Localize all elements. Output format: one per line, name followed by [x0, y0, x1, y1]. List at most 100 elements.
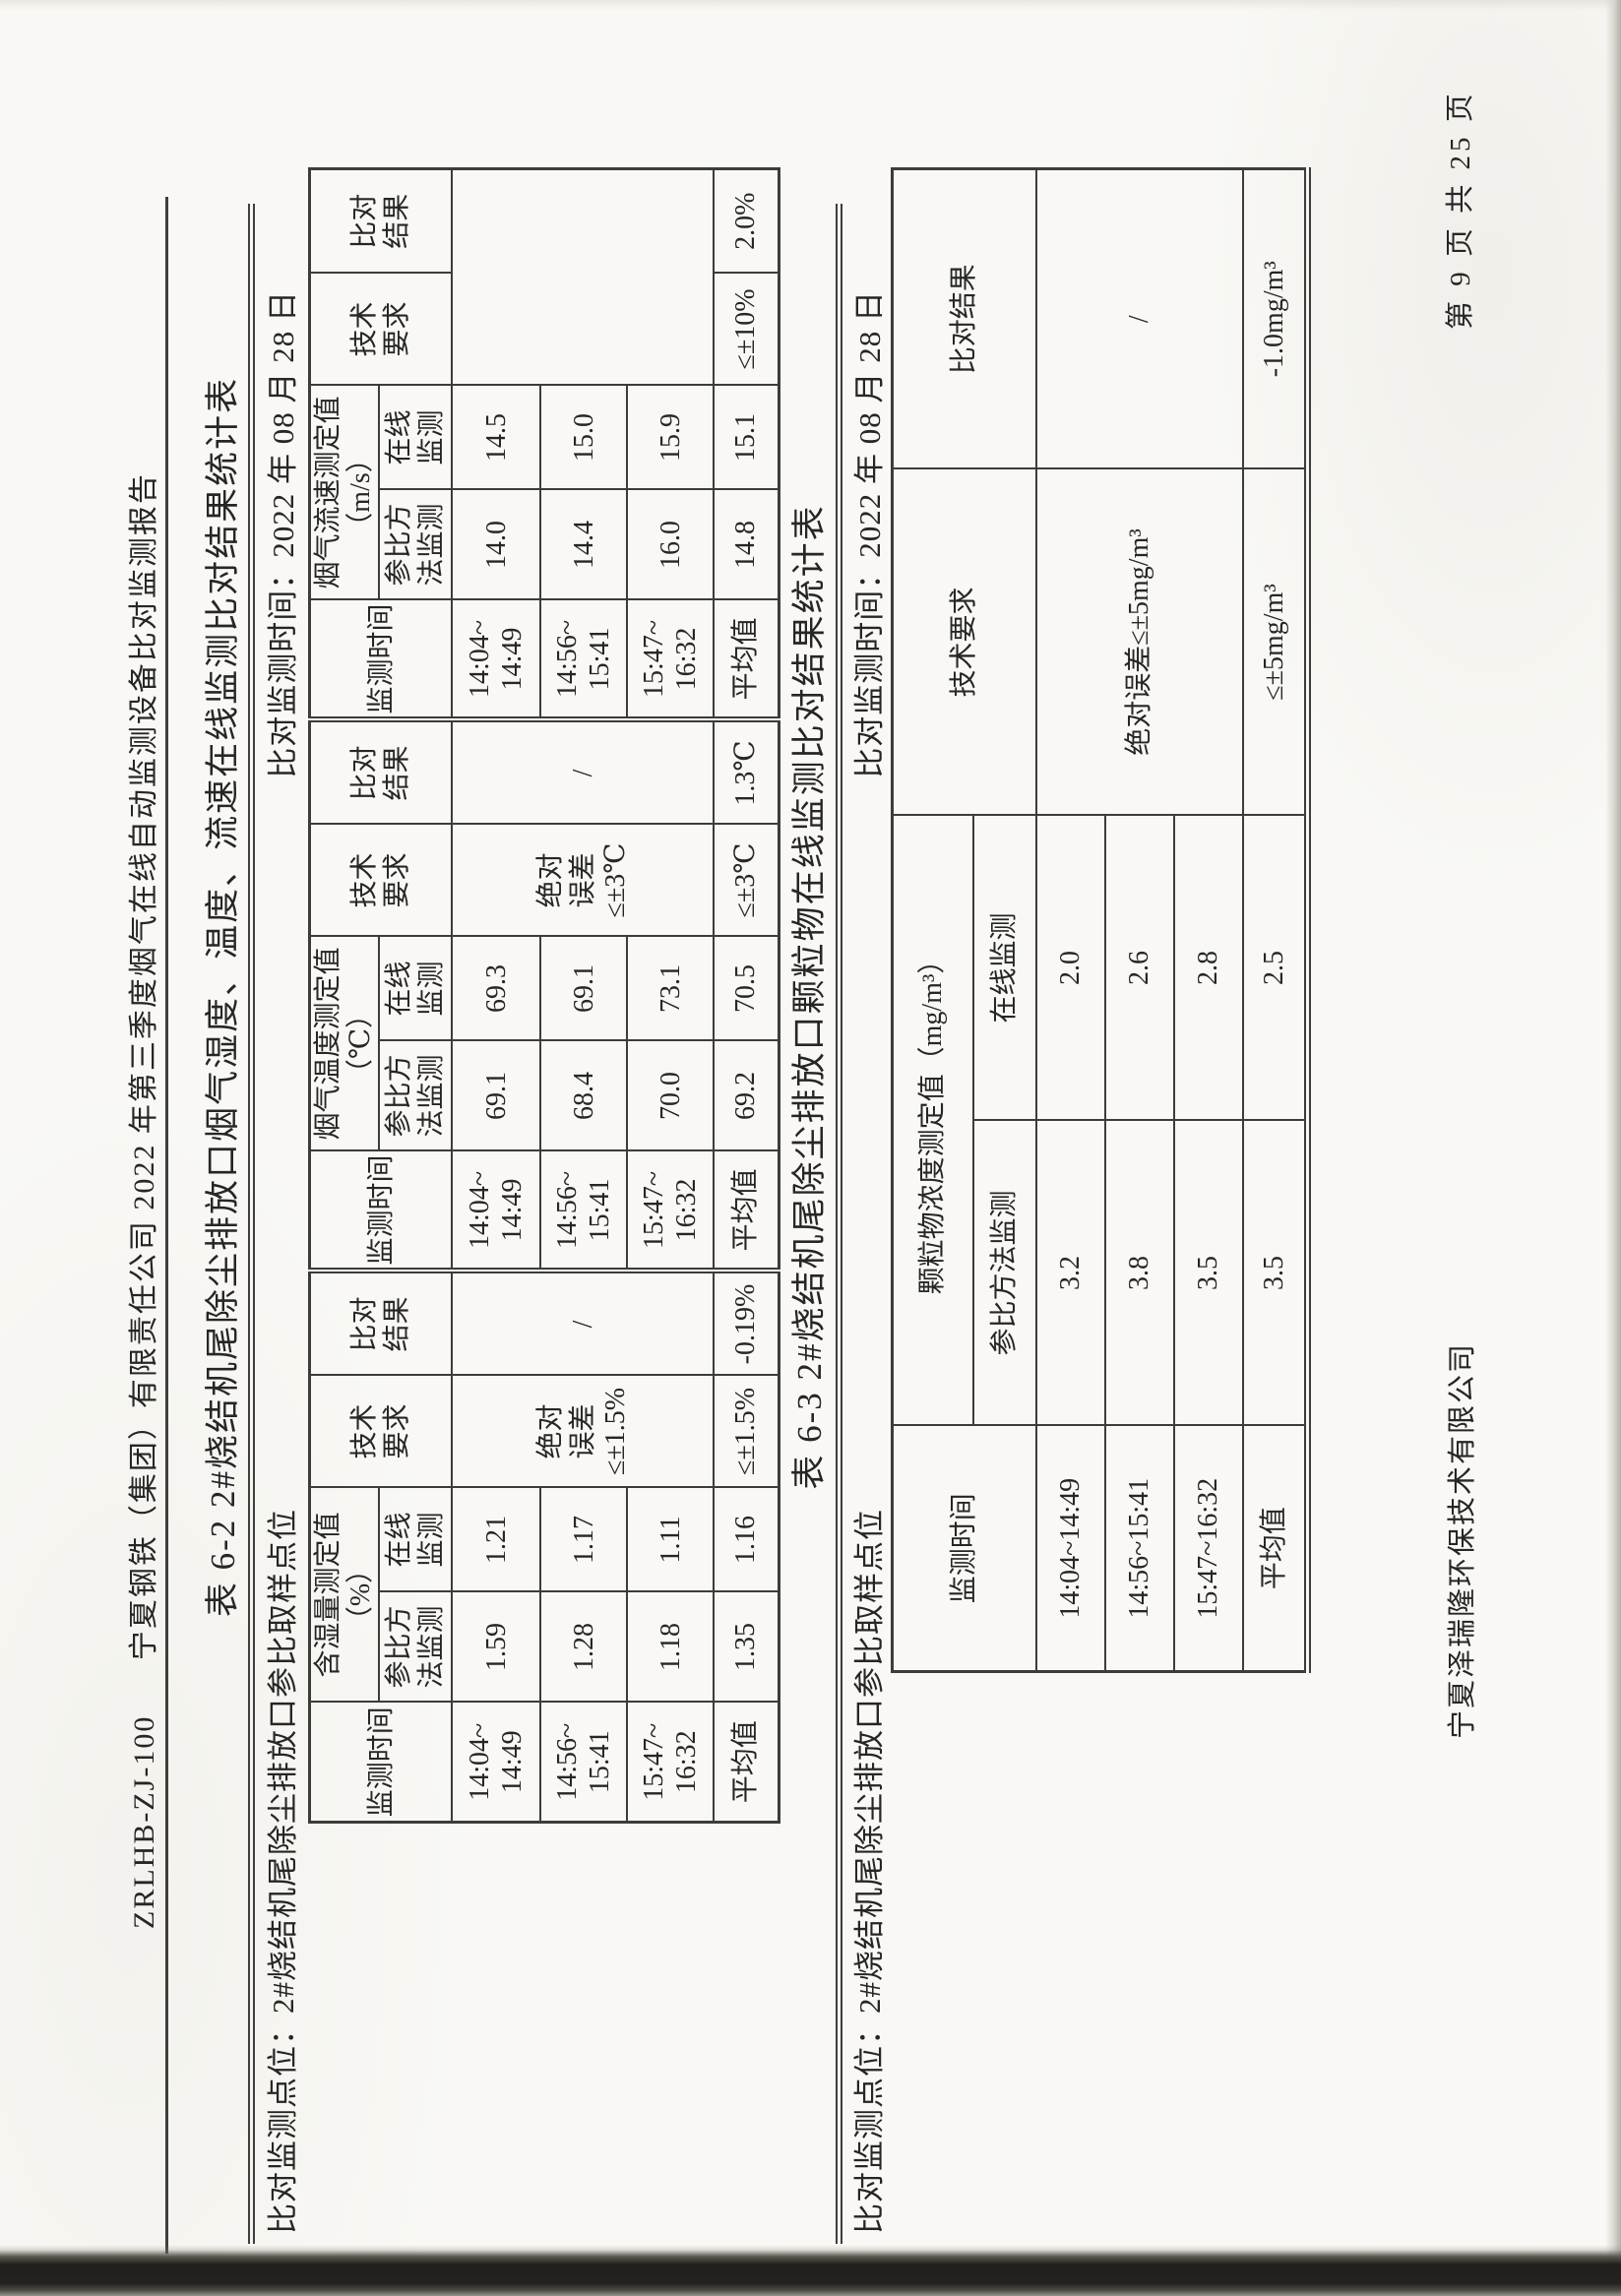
t2-avg-ref: 3.5 [1242, 1120, 1308, 1426]
t1-g2-ref-2: 68.4 [540, 1040, 628, 1151]
t2-group-title: 颗粒物浓度测定值（mg/m³） [892, 815, 973, 1426]
table2-monitor-time: 比对监测时间：2022 年 08 月 28 日 [844, 290, 889, 778]
t1-g3-result-header: 比对 结果 [309, 168, 453, 274]
t2-avg-online: 2.5 [1242, 815, 1308, 1121]
t1-g3-online-1: 14.5 [452, 385, 541, 490]
t1-g2-tech-merged: 绝对 误差 ≤±3℃ [452, 824, 715, 937]
t1-g3-online-3: 15.9 [627, 385, 715, 490]
t1-g2-ref-3: 70.0 [627, 1040, 715, 1151]
caption2-rule [836, 204, 842, 2244]
t1-g3-avg-online: 15.1 [714, 385, 779, 490]
t1-g3-time-1: 14:04~ 14:49 [452, 599, 541, 720]
table1-monitor-time: 比对监测时间：2022 年 08 月 28 日 [258, 290, 302, 778]
t1-g1-result-avg: -0.19% [714, 1271, 779, 1376]
t1-g3-online-2: 15.0 [540, 385, 628, 490]
t1-g2-online-header: 在线 监测 [379, 936, 453, 1041]
t1-g2-tech-header: 技术 要求 [309, 824, 453, 937]
t2-online-header: 在线监测 [972, 815, 1036, 1121]
t2-ref-1: 3.2 [1035, 1120, 1105, 1426]
t1-g1-online-header: 在线 监测 [379, 1487, 453, 1592]
t1-g3-online-header: 在线 监测 [379, 385, 453, 490]
t1-g2-time-3: 15:47~ 16:32 [627, 1150, 715, 1272]
t1-g2-tech-avg: ≤±3℃ [714, 824, 779, 937]
t1-g3-ref-header: 参比方 法监测 [379, 489, 453, 600]
t1-g3-avg-label: 平均值 [714, 599, 779, 720]
table2-caption: 表 6-3 2#烧结机尾除尘排放口颗粒物在线监测比对结果统计表 [790, 504, 829, 1490]
t1-g1-ref-2: 1.28 [540, 1591, 628, 1703]
t1-g1-result-merged: / [452, 1271, 715, 1376]
t1-g2-avg-online: 70.5 [714, 936, 779, 1041]
table2-meta-line: 比对监测点位：2#烧结机尾除尘排放口参比取样点位 比对监测时间：2022 年 0… [844, 290, 889, 2234]
t1-g2-online-3: 73.1 [627, 936, 715, 1041]
t1-g3-time-2: 14:56~ 15:41 [540, 599, 628, 720]
table2-monitor-point: 比对监测点位：2#烧结机尾除尘排放口参比取样点位 [844, 1509, 889, 2234]
t1-g1-ref-3: 1.18 [627, 1591, 715, 1703]
t1-g3-time-3: 15:47~ 16:32 [627, 599, 715, 720]
t1-g1-avg-ref: 1.35 [714, 1591, 779, 1703]
table1-caption: 表 6-2 2#烧结机尾除尘排放口烟气湿度、温度、流速在线监测比对结果统计表 [204, 376, 242, 1618]
t1-g1-avg-online: 1.16 [714, 1487, 779, 1592]
t2-ref-header: 参比方法监测 [972, 1120, 1036, 1426]
t1-g2-result-merged: / [452, 719, 715, 825]
t1-g2-time-header: 监测时间 [309, 1150, 453, 1272]
t2-tech-avg: ≤±5mg/m³ [1242, 468, 1308, 816]
t2-tech-merged: 绝对误差≤±5mg/m³ [1035, 468, 1243, 816]
t1-g1-avg-label: 平均值 [714, 1702, 779, 1823]
t2-result-header: 比对结果 [892, 168, 1036, 469]
t1-g3-tech-avg: ≤±10% [714, 273, 779, 386]
t2-result-avg: -1.0mg/m³ [1242, 168, 1308, 469]
t1-g2-online-2: 69.1 [540, 936, 628, 1041]
t1-g1-title: 含湿量测定值（%） [309, 1487, 380, 1703]
t1-g1-online-2: 1.17 [540, 1487, 628, 1592]
t1-g2-ref-1: 69.1 [452, 1040, 541, 1151]
t1-g1-time-1: 14:04~ 14:49 [452, 1702, 541, 1823]
t2-online-2: 2.6 [1104, 815, 1174, 1121]
t2-time-3: 15:47~16:32 [1173, 1425, 1243, 1672]
t1-g2-time-1: 14:04~ 14:49 [452, 1150, 541, 1272]
t2-avg-label: 平均值 [1242, 1425, 1308, 1672]
table-6-2: 监测时间 含湿量测定值（%） 技术 要求 比对 结果 监测时间 烟气温度测定值（… [308, 166, 780, 1824]
t2-time-header: 监测时间 [892, 1425, 1036, 1672]
t1-g3-title: 烟气流速测定值（m/s） [309, 385, 380, 600]
monitor-time-value: 2022 年 08 月 28 日 [852, 290, 887, 558]
t2-tech-header: 技术要求 [892, 468, 1036, 816]
header-rule [165, 197, 168, 2254]
document-title: 宁夏钢铁（集团）有限责任公司 2022 年第三季度烟气在线自动监测设备比对监测报… [128, 472, 160, 1661]
scan-edge-dark-band [0, 2245, 1621, 2296]
t2-ref-3: 3.5 [1173, 1120, 1243, 1426]
t1-g2-online-1: 69.3 [452, 936, 541, 1041]
t2-time-2: 14:56~15:41 [1104, 1425, 1174, 1672]
t1-g2-ref-header: 参比方 法监测 [379, 1040, 453, 1151]
monitor-time-label: 比对监测时间： [266, 557, 300, 778]
table1-monitor-point: 比对监测点位：2#烧结机尾除尘排放口参比取样点位 [258, 1509, 302, 2234]
t1-g1-time-3: 15:47~ 16:32 [627, 1702, 715, 1823]
t1-g2-avg-ref: 69.2 [714, 1040, 779, 1151]
monitor-point-label: 比对监测点位： [266, 2014, 300, 2234]
scan-edge-right-fade [0, 0, 1621, 10]
t1-g1-tech-header: 技术 要求 [309, 1375, 453, 1488]
t1-g1-online-3: 1.11 [627, 1487, 715, 1592]
t1-g3-result-avg: 2.0% [714, 168, 779, 274]
t1-g2-avg-label: 平均值 [714, 1150, 779, 1272]
t2-result-merged: / [1035, 168, 1243, 469]
t1-g2-time-2: 14:56~ 15:41 [540, 1150, 628, 1272]
monitor-point-value: 2#烧结机尾除尘排放口参比取样点位 [266, 1509, 300, 2014]
monitor-point-value: 2#烧结机尾除尘排放口参比取样点位 [852, 1509, 887, 2014]
t1-g1-result-header: 比对 结果 [309, 1271, 453, 1376]
t1-g3-ref-2: 14.4 [540, 489, 628, 600]
t1-g3-avg-ref: 14.8 [714, 489, 779, 600]
t1-g1-time-2: 14:56~ 15:41 [540, 1702, 628, 1823]
t1-g1-time-header: 监测时间 [309, 1702, 453, 1823]
t2-time-1: 14:04~14:49 [1035, 1425, 1105, 1672]
t1-g2-title: 烟气温度测定值（℃） [309, 936, 380, 1151]
document-header: ZRLHB-ZJ-100 宁夏钢铁（集团）有限责任公司 2022 年第三季度烟气… [119, 472, 162, 1929]
monitor-time-label: 比对监测时间： [852, 557, 887, 778]
monitor-point-label: 比对监测点位： [852, 2014, 887, 2234]
t1-g1-tech-avg: ≤±1.5% [714, 1375, 779, 1488]
document-code: ZRLHB-ZJ-100 [128, 1714, 160, 1929]
t2-ref-2: 3.8 [1104, 1120, 1174, 1426]
t1-g3-ref-3: 16.0 [627, 489, 715, 600]
t2-online-3: 2.8 [1173, 815, 1243, 1121]
t1-g1-ref-header: 参比方 法监测 [379, 1591, 453, 1703]
